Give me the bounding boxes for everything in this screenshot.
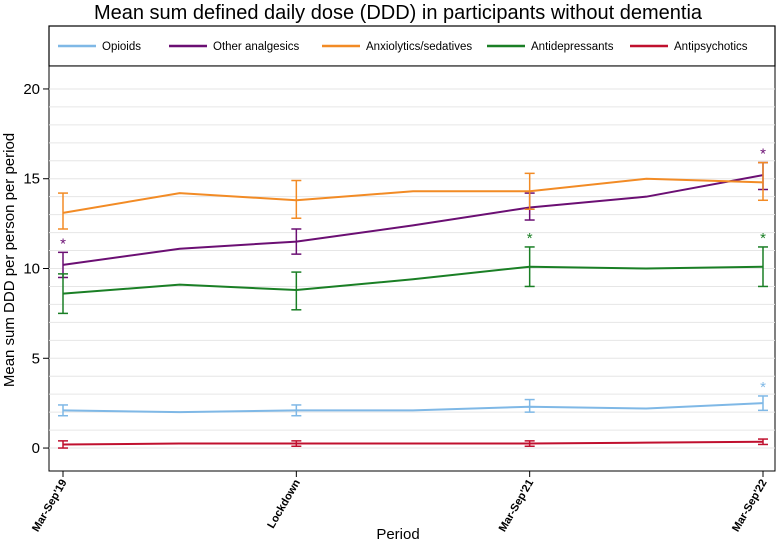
significance-marker: * — [60, 235, 66, 252]
legend-label: Antipsychotics — [674, 41, 748, 53]
y-tick-label: 0 — [32, 440, 40, 457]
significance-marker: * — [760, 230, 766, 247]
y-axis-ticks: 0 5 10 15 20 — [23, 81, 49, 457]
y-tick-label: 5 — [32, 350, 40, 367]
legend-label: Antidepressants — [531, 41, 614, 53]
significance-marker: * — [760, 146, 766, 163]
x-tick-label: Mar-Sep'22 — [730, 478, 770, 534]
series-line — [62, 440, 764, 446]
legend-label: Opioids — [102, 41, 141, 53]
legend-label: Other analgesics — [213, 41, 300, 53]
legend-label: Anxiolytics/sedatives — [366, 41, 472, 53]
series-line — [62, 265, 764, 295]
series-line — [62, 402, 764, 414]
series-line — [62, 174, 764, 266]
legend: Opioids Other analgesics Anxiolytics/sedat… — [58, 41, 748, 53]
y-tick-label: 10 — [23, 261, 40, 278]
series-line — [62, 177, 764, 214]
series-group: * * * * * — [58, 146, 768, 449]
y-tick-label: 15 — [23, 171, 40, 188]
chart-title: Mean sum defined daily dose (DDD) in par… — [94, 2, 703, 24]
x-axis-ticks: Mar-Sep'19 Lockdown Mar-Sep'21 Mar-Sep'22 — [30, 471, 770, 534]
x-tick-label: Mar-Sep'19 — [30, 478, 70, 534]
x-tick-label: Lockdown — [265, 477, 303, 530]
y-axis-label: Mean sum DDD per person per period — [1, 133, 18, 387]
x-tick-label: Mar-Sep'21 — [497, 478, 537, 534]
x-axis-label: Period — [376, 526, 419, 543]
significance-marker: * — [760, 379, 766, 396]
y-tick-label: 20 — [23, 81, 40, 98]
significance-marker: * — [527, 230, 533, 247]
